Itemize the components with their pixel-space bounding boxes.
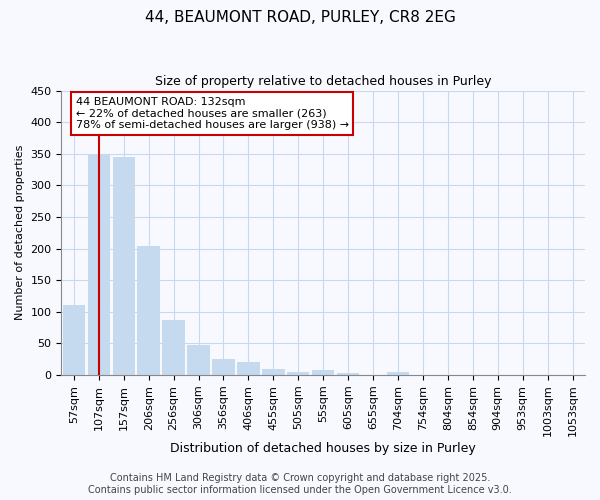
Bar (337, 373, 359, 375)
Bar (237, 362, 260, 375)
Title: Size of property relative to detached houses in Purley: Size of property relative to detached ho… (155, 75, 491, 88)
Bar (88, 154, 110, 375)
Y-axis label: Number of detached properties: Number of detached properties (15, 145, 25, 320)
Bar (113, 157, 135, 375)
Bar (262, 368, 284, 375)
Bar (137, 246, 160, 375)
Bar (387, 372, 409, 375)
Bar (212, 359, 235, 375)
Text: 44, BEAUMONT ROAD, PURLEY, CR8 2EG: 44, BEAUMONT ROAD, PURLEY, CR8 2EG (145, 10, 455, 25)
Bar (287, 372, 310, 375)
Bar (163, 320, 185, 375)
Bar (62, 306, 85, 375)
X-axis label: Distribution of detached houses by size in Purley: Distribution of detached houses by size … (170, 442, 476, 455)
Text: 44 BEAUMONT ROAD: 132sqm
← 22% of detached houses are smaller (263)
78% of semi-: 44 BEAUMONT ROAD: 132sqm ← 22% of detach… (76, 97, 349, 130)
Bar (312, 370, 334, 375)
Text: Contains HM Land Registry data © Crown copyright and database right 2025.
Contai: Contains HM Land Registry data © Crown c… (88, 474, 512, 495)
Bar (187, 346, 210, 375)
